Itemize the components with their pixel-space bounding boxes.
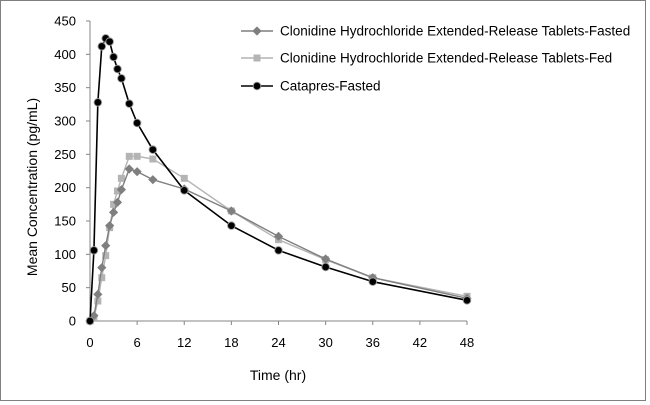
data-point (110, 200, 118, 208)
legend-item: Clonidine Hydrochloride Extended-Release… (241, 51, 612, 66)
data-point (368, 277, 378, 286)
data-point (101, 241, 111, 251)
data-point (227, 221, 236, 230)
data-point (148, 145, 158, 154)
y-tick-label: 150 (54, 214, 76, 229)
y-tick-label: 100 (54, 247, 76, 262)
series-circle (85, 34, 472, 326)
data-point (105, 37, 114, 46)
data-point (149, 155, 157, 163)
legend-item: Clonidine Hydrochloride Extended-Release… (241, 24, 630, 39)
data-point (98, 274, 106, 282)
data-point (116, 185, 127, 195)
data-point (132, 167, 142, 177)
legend: Clonidine Hydrochloride Extended-Release… (241, 24, 630, 94)
data-point (179, 186, 189, 195)
data-point (148, 175, 158, 185)
data-point (105, 221, 115, 231)
x-tick-label: 12 (177, 335, 191, 350)
data-point (97, 42, 107, 51)
y-tick-label: 400 (54, 47, 76, 62)
y-ticks: 0 50 100 150 200 250 300 350 400 450 (54, 14, 90, 329)
data-point (113, 64, 122, 74)
data-point (93, 98, 103, 107)
x-tick-label: 6 (134, 335, 141, 350)
data-point (108, 207, 119, 217)
data-point (462, 296, 472, 305)
y-tick-label: 50 (62, 280, 76, 295)
data-point (112, 197, 123, 207)
x-ticks: 0 6 12 18 24 30 36 42 48 (86, 321, 474, 350)
data-point (133, 152, 141, 160)
series-group (85, 34, 472, 326)
y-tick-label: 250 (54, 147, 76, 162)
series-line (89, 168, 468, 322)
data-point (124, 164, 134, 174)
legend-label: Clonidine Hydrochloride Extended-Release… (280, 51, 612, 66)
data-point (274, 246, 283, 255)
legend-label: Catapres-Fasted (280, 79, 381, 94)
x-tick-label: 42 (413, 335, 427, 350)
data-point (89, 246, 99, 255)
series-line (89, 37, 468, 322)
data-point (226, 206, 236, 216)
x-tick-label: 36 (366, 335, 380, 350)
x-tick-label: 30 (318, 335, 332, 350)
data-point (125, 99, 134, 108)
data-point (93, 289, 103, 299)
series-diamond (85, 164, 472, 326)
data-point (321, 254, 331, 264)
x-tick-label: 18 (224, 335, 238, 350)
data-point (180, 174, 188, 182)
y-axis-title: Mean Concentration (pg/mL) (24, 98, 40, 276)
x-tick-label: 0 (86, 335, 93, 350)
data-point (117, 74, 126, 83)
y-tick-label: 200 (54, 180, 76, 195)
data-point (102, 252, 110, 260)
x-tick-label: 24 (271, 335, 285, 350)
legend-marker (252, 81, 262, 91)
data-point (321, 262, 330, 272)
data-point (109, 52, 118, 62)
x-tick-label: 48 (460, 335, 474, 350)
series-line (89, 155, 468, 322)
data-point (125, 152, 133, 160)
y-tick-label: 450 (54, 14, 76, 29)
legend-marker (253, 54, 261, 62)
x-axis-title: Time (hr) (250, 367, 306, 383)
y-tick-label: 350 (54, 80, 76, 95)
data-point (117, 174, 125, 182)
data-point (273, 231, 284, 241)
data-point (97, 263, 107, 273)
data-point (132, 118, 142, 128)
legend-label: Clonidine Hydrochloride Extended-Release… (280, 24, 630, 39)
data-point (85, 316, 95, 326)
legend-item: Catapres-Fasted (241, 79, 381, 94)
data-point (113, 187, 121, 195)
legend-marker (252, 26, 262, 36)
y-tick-label: 300 (54, 114, 76, 129)
data-point (89, 311, 99, 321)
y-tick-label: 0 (69, 314, 76, 329)
axes: 0 50 100 150 200 250 300 350 400 450 0 6 12 18 24 30 36… (54, 14, 474, 351)
data-point (94, 297, 102, 305)
